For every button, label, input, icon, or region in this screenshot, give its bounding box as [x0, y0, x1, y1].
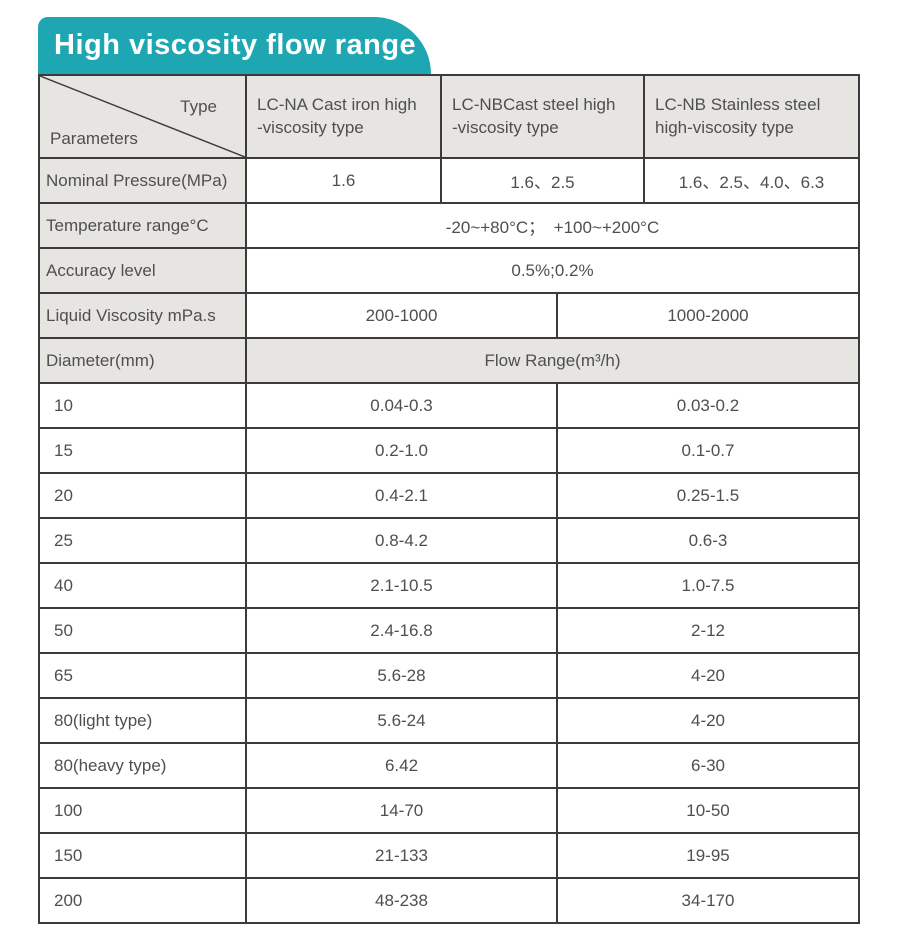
corner-parameters-label: Parameters: [50, 129, 138, 148]
flow-diameter: 150: [38, 832, 247, 879]
column-header-lc-na: LC-NA Cast iron high -viscosity type: [245, 74, 442, 159]
corner-type-label: Type: [180, 97, 217, 116]
flow-value-low: 2.4-16.8: [245, 607, 558, 654]
param-value: 0.5%;0.2%: [245, 247, 860, 294]
row-accuracy-level: Accuracy level 0.5%;0.2%: [38, 247, 860, 294]
flow-row-20: 20 0.4-2.1 0.25-1.5: [38, 472, 860, 519]
flow-value-low: 6.42: [245, 742, 558, 789]
param-value: -20~+80°C； +100~+200°C: [245, 202, 860, 249]
table-header-row: Type Parameters LC-NA Cast iron high -vi…: [38, 74, 860, 159]
flow-value-high: 6-30: [556, 742, 860, 789]
row-liquid-viscosity: Liquid Viscosity mPa.s 200-1000 1000-200…: [38, 292, 860, 339]
flow-value-low: 0.04-0.3: [245, 382, 558, 429]
flow-diameter: 10: [38, 382, 247, 429]
flow-value-high: 19-95: [556, 832, 860, 879]
flow-row-25: 25 0.8-4.2 0.6-3: [38, 517, 860, 564]
flow-diameter: 65: [38, 652, 247, 699]
flow-diameter: 40: [38, 562, 247, 609]
flow-diameter: 50: [38, 607, 247, 654]
row-temperature-range: Temperature range°C -20~+80°C； +100~+200…: [38, 202, 860, 249]
param-value: 200-1000: [245, 292, 558, 339]
flow-value-high: 0.6-3: [556, 517, 860, 564]
flow-range-header: Flow Range(m³/h): [245, 337, 860, 384]
diagonal-divider: [41, 77, 244, 156]
param-label: Diameter(mm): [38, 337, 247, 384]
flow-row-10: 10 0.04-0.3 0.03-0.2: [38, 382, 860, 429]
param-value: 1000-2000: [556, 292, 860, 339]
flow-row-15: 15 0.2-1.0 0.1-0.7: [38, 427, 860, 474]
flow-value-low: 21-133: [245, 832, 558, 879]
flow-value-high: 1.0-7.5: [556, 562, 860, 609]
flow-value-low: 5.6-24: [245, 697, 558, 744]
flow-value-low: 5.6-28: [245, 652, 558, 699]
flow-row-80-heavy: 80(heavy type) 6.42 6-30: [38, 742, 860, 789]
column-header-lc-nb-stainless: LC-NB Stainless steel high-viscosity typ…: [643, 74, 860, 159]
spec-table: Type Parameters LC-NA Cast iron high -vi…: [38, 74, 860, 924]
param-label: Liquid Viscosity mPa.s: [38, 292, 247, 339]
flow-value-high: 0.25-1.5: [556, 472, 860, 519]
param-value: 1.6: [245, 157, 442, 204]
row-diameter-header: Diameter(mm) Flow Range(m³/h): [38, 337, 860, 384]
flow-row-150: 150 21-133 19-95: [38, 832, 860, 879]
flow-diameter: 200: [38, 877, 247, 924]
flow-row-50: 50 2.4-16.8 2-12: [38, 607, 860, 654]
flow-row-80-light: 80(light type) 5.6-24 4-20: [38, 697, 860, 744]
flow-value-low: 0.2-1.0: [245, 427, 558, 474]
flow-row-40: 40 2.1-10.5 1.0-7.5: [38, 562, 860, 609]
flow-value-high: 0.1-0.7: [556, 427, 860, 474]
flow-row-65: 65 5.6-28 4-20: [38, 652, 860, 699]
section-banner: High viscosity flow range: [38, 17, 431, 74]
flow-diameter: 15: [38, 427, 247, 474]
flow-value-low: 0.4-2.1: [245, 472, 558, 519]
flow-value-low: 2.1-10.5: [245, 562, 558, 609]
flow-value-low: 14-70: [245, 787, 558, 834]
flow-diameter: 20: [38, 472, 247, 519]
flow-diameter: 25: [38, 517, 247, 564]
flow-value-high: 0.03-0.2: [556, 382, 860, 429]
flow-value-high: 2-12: [556, 607, 860, 654]
flow-value-low: 48-238: [245, 877, 558, 924]
param-value: 1.6、2.5、4.0、6.3: [643, 157, 860, 204]
param-label: Nominal Pressure(MPa): [38, 157, 247, 204]
flow-diameter: 80(heavy type): [38, 742, 247, 789]
flow-value-low: 0.8-4.2: [245, 517, 558, 564]
param-value: 1.6、2.5: [440, 157, 645, 204]
flow-row-200: 200 48-238 34-170: [38, 877, 860, 924]
corner-header-cell: Type Parameters: [38, 74, 247, 159]
flow-value-high: 10-50: [556, 787, 860, 834]
page-title: High viscosity flow range: [54, 29, 417, 61]
param-label: Temperature range°C: [38, 202, 247, 249]
flow-value-high: 34-170: [556, 877, 860, 924]
flow-value-high: 4-20: [556, 697, 860, 744]
param-label: Accuracy level: [38, 247, 247, 294]
flow-diameter: 100: [38, 787, 247, 834]
flow-diameter: 80(light type): [38, 697, 247, 744]
column-header-lc-nb-cast: LC-NBCast steel high -viscosity type: [440, 74, 645, 159]
flow-value-high: 4-20: [556, 652, 860, 699]
flow-row-100: 100 14-70 10-50: [38, 787, 860, 834]
row-nominal-pressure: Nominal Pressure(MPa) 1.6 1.6、2.5 1.6、2.…: [38, 157, 860, 204]
